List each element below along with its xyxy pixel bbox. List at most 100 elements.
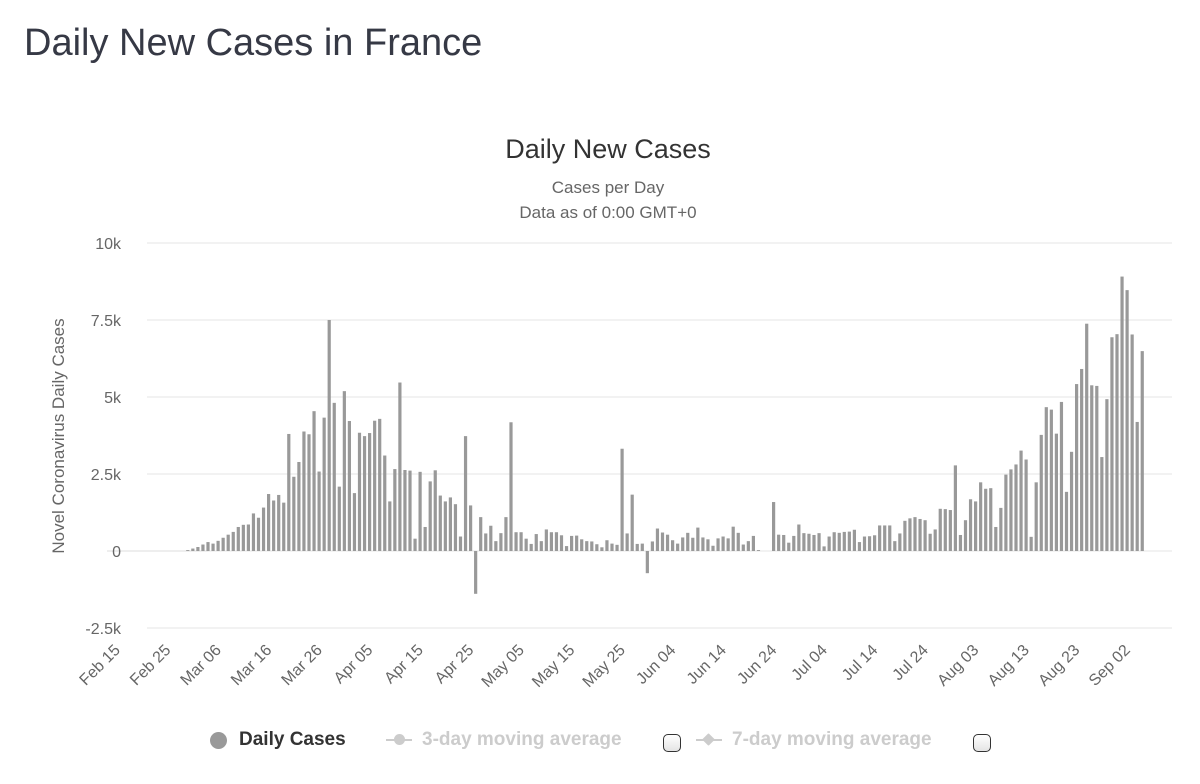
bar[interactable] xyxy=(241,524,245,551)
bar[interactable] xyxy=(196,547,200,551)
bar[interactable] xyxy=(1115,334,1119,551)
bar[interactable] xyxy=(590,541,594,551)
bar[interactable] xyxy=(352,493,357,551)
bar[interactable] xyxy=(671,540,675,551)
bar[interactable] xyxy=(186,550,190,551)
bar[interactable] xyxy=(373,420,377,551)
checkbox-3-day-average[interactable] xyxy=(663,734,681,752)
bar[interactable] xyxy=(1054,433,1058,551)
bar[interactable] xyxy=(1064,491,1069,551)
legend-item-3-day-average[interactable]: 3-day moving average xyxy=(386,726,622,754)
bar[interactable] xyxy=(418,471,422,551)
bar[interactable] xyxy=(408,470,412,551)
bar[interactable] xyxy=(438,495,442,551)
bar[interactable] xyxy=(1049,409,1053,551)
bar[interactable] xyxy=(807,533,811,551)
bar[interactable] xyxy=(312,411,316,551)
bar[interactable] xyxy=(272,500,276,551)
bar[interactable] xyxy=(787,542,791,551)
bar[interactable] xyxy=(1085,323,1089,551)
bar[interactable] xyxy=(423,526,427,551)
bar[interactable] xyxy=(322,417,326,551)
bar[interactable] xyxy=(797,524,801,551)
bar[interactable] xyxy=(1125,290,1129,551)
bar[interactable] xyxy=(928,533,932,551)
bar[interactable] xyxy=(1069,451,1074,551)
bar[interactable] xyxy=(908,518,912,551)
bar[interactable] xyxy=(867,536,872,551)
bar[interactable] xyxy=(782,534,786,551)
bar[interactable] xyxy=(388,501,392,551)
bar[interactable] xyxy=(721,536,725,551)
bar[interactable] xyxy=(625,533,629,551)
bar[interactable] xyxy=(398,382,402,551)
bar[interactable] xyxy=(736,532,740,551)
bar[interactable] xyxy=(529,543,533,551)
bar[interactable] xyxy=(231,531,235,551)
bar[interactable] xyxy=(580,539,584,551)
legend-item-7-day-average[interactable]: 7-day moving average xyxy=(696,726,932,754)
bar[interactable] xyxy=(261,507,266,551)
bar[interactable] xyxy=(691,537,695,551)
bar[interactable] xyxy=(347,421,351,551)
bar[interactable] xyxy=(236,526,240,551)
bar[interactable] xyxy=(524,538,528,551)
bar[interactable] xyxy=(948,510,952,551)
bar[interactable] xyxy=(342,391,346,551)
bar[interactable] xyxy=(216,540,220,551)
bar[interactable] xyxy=(1080,368,1084,551)
bar[interactable] xyxy=(282,502,286,551)
bar[interactable] xyxy=(731,526,735,551)
bar[interactable] xyxy=(873,535,877,551)
bar[interactable] xyxy=(246,524,250,551)
bar[interactable] xyxy=(1090,385,1094,551)
bar[interactable] xyxy=(1034,482,1038,551)
bar[interactable] xyxy=(883,525,887,551)
bar[interactable] xyxy=(458,536,463,551)
bar[interactable] xyxy=(1110,337,1114,551)
checkbox-7-day-average[interactable] xyxy=(973,734,991,752)
bar[interactable] xyxy=(448,497,452,551)
bar[interactable] xyxy=(756,550,761,551)
bar[interactable] xyxy=(701,537,705,551)
bar[interactable] xyxy=(847,531,851,551)
bar[interactable] xyxy=(802,533,806,551)
bar[interactable] xyxy=(317,471,321,551)
bar[interactable] xyxy=(893,541,897,551)
legend-item-daily-cases[interactable]: Daily Cases xyxy=(210,726,346,754)
bar[interactable] xyxy=(443,501,447,551)
bar[interactable] xyxy=(564,546,569,551)
bar[interactable] xyxy=(888,525,892,551)
bar[interactable] xyxy=(1024,459,1028,551)
bar[interactable] xyxy=(337,486,341,551)
bar[interactable] xyxy=(1095,385,1099,551)
bar[interactable] xyxy=(857,542,862,551)
bar[interactable] xyxy=(484,533,488,551)
bar[interactable] xyxy=(474,551,478,594)
bar[interactable] xyxy=(984,488,988,551)
bar[interactable] xyxy=(630,494,634,551)
bar[interactable] xyxy=(999,507,1003,551)
bar[interactable] xyxy=(463,436,468,551)
bar[interactable] xyxy=(792,535,796,551)
bar[interactable] xyxy=(852,529,856,551)
bar[interactable] xyxy=(994,526,998,551)
bar[interactable] xyxy=(534,534,538,551)
bar[interactable] xyxy=(368,433,372,551)
bar[interactable] xyxy=(287,433,291,551)
bar[interactable] xyxy=(918,518,922,551)
bar[interactable] xyxy=(433,470,437,551)
bar[interactable] xyxy=(600,547,604,551)
bar[interactable] xyxy=(251,513,256,551)
bar[interactable] xyxy=(504,517,508,551)
bar[interactable] xyxy=(575,535,579,551)
bar[interactable] xyxy=(499,533,503,551)
bar[interactable] xyxy=(514,532,518,551)
bar[interactable] xyxy=(746,541,750,551)
bar[interactable] xyxy=(549,532,553,551)
bar[interactable] xyxy=(898,533,902,551)
bar[interactable] xyxy=(509,422,513,551)
bar[interactable] xyxy=(635,543,639,551)
bar[interactable] xyxy=(226,534,230,551)
bar[interactable] xyxy=(676,543,680,551)
